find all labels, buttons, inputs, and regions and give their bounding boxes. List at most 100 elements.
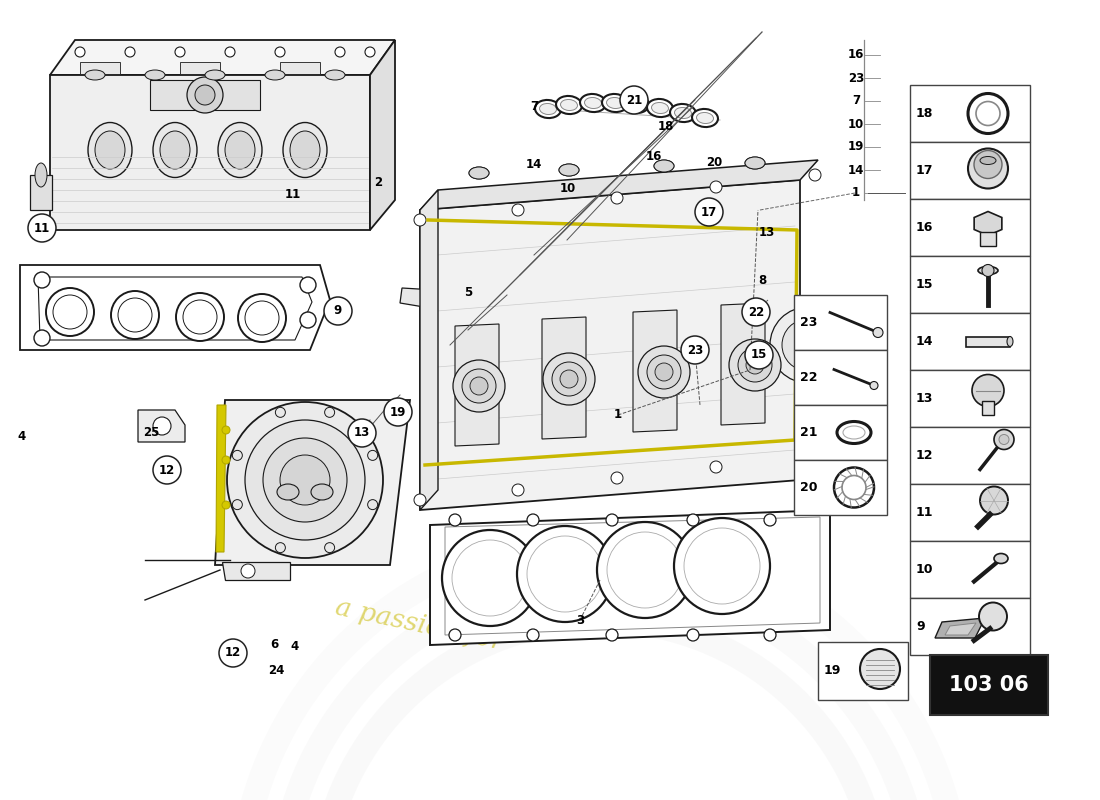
Text: 16: 16 <box>916 221 934 234</box>
Ellipse shape <box>277 484 299 500</box>
Text: 23: 23 <box>848 71 865 85</box>
Circle shape <box>470 377 488 395</box>
Bar <box>794 460 887 515</box>
Text: 103 06: 103 06 <box>949 675 1028 695</box>
Circle shape <box>300 277 316 293</box>
Bar <box>910 427 1030 484</box>
Circle shape <box>452 540 528 616</box>
Circle shape <box>808 169 821 181</box>
Circle shape <box>238 294 286 342</box>
Circle shape <box>232 450 242 460</box>
Text: 17: 17 <box>916 164 934 177</box>
Text: 20: 20 <box>800 481 817 494</box>
Bar <box>80 62 120 74</box>
Polygon shape <box>50 40 395 75</box>
Circle shape <box>710 461 722 473</box>
Circle shape <box>610 472 623 484</box>
Circle shape <box>462 369 496 403</box>
Circle shape <box>607 532 683 608</box>
Text: 7: 7 <box>530 101 538 114</box>
Text: 21: 21 <box>626 94 642 106</box>
Circle shape <box>842 475 866 499</box>
Text: 3: 3 <box>576 614 584 626</box>
Text: 13: 13 <box>916 392 934 405</box>
Text: 14: 14 <box>848 163 865 177</box>
Circle shape <box>870 382 878 390</box>
Text: 8: 8 <box>758 274 766 286</box>
Circle shape <box>176 293 224 341</box>
Ellipse shape <box>654 160 674 172</box>
Ellipse shape <box>584 98 602 109</box>
Ellipse shape <box>205 70 225 80</box>
Circle shape <box>994 430 1014 450</box>
Bar <box>966 337 1010 346</box>
Circle shape <box>280 455 330 505</box>
Ellipse shape <box>88 122 132 178</box>
Bar <box>930 655 1048 715</box>
Circle shape <box>153 456 182 484</box>
Circle shape <box>517 526 613 622</box>
Circle shape <box>527 514 539 526</box>
Text: 18: 18 <box>658 121 674 134</box>
Circle shape <box>324 407 334 418</box>
Circle shape <box>873 327 883 338</box>
Ellipse shape <box>837 422 871 443</box>
Ellipse shape <box>218 122 262 178</box>
Ellipse shape <box>559 164 579 176</box>
Circle shape <box>782 319 834 371</box>
Ellipse shape <box>35 163 47 187</box>
Circle shape <box>684 528 760 604</box>
Text: 9: 9 <box>334 305 342 318</box>
Text: 10: 10 <box>848 118 865 130</box>
Ellipse shape <box>283 122 327 178</box>
Ellipse shape <box>559 164 579 176</box>
Bar <box>910 199 1030 256</box>
Circle shape <box>118 298 152 332</box>
Circle shape <box>367 450 377 460</box>
Text: 15: 15 <box>751 349 767 362</box>
Text: 19: 19 <box>848 141 865 154</box>
Text: 6: 6 <box>270 638 278 651</box>
Ellipse shape <box>627 98 645 110</box>
Circle shape <box>442 530 538 626</box>
Text: 9: 9 <box>916 620 925 633</box>
Ellipse shape <box>265 70 285 80</box>
Ellipse shape <box>745 157 764 169</box>
Text: 13: 13 <box>759 226 775 239</box>
Text: 12: 12 <box>224 646 241 659</box>
Text: 19: 19 <box>824 665 842 678</box>
Circle shape <box>674 518 770 614</box>
Text: 25: 25 <box>143 426 160 438</box>
Circle shape <box>808 449 821 461</box>
Circle shape <box>222 456 230 464</box>
Circle shape <box>275 542 285 553</box>
Circle shape <box>606 514 618 526</box>
Ellipse shape <box>469 167 490 179</box>
Ellipse shape <box>290 131 320 169</box>
Polygon shape <box>138 410 185 442</box>
Ellipse shape <box>602 94 628 112</box>
Circle shape <box>638 346 690 398</box>
Circle shape <box>46 288 94 336</box>
Polygon shape <box>150 80 260 110</box>
Circle shape <box>226 47 235 57</box>
Text: 5: 5 <box>464 286 472 299</box>
Bar <box>910 541 1030 598</box>
Ellipse shape <box>561 99 578 110</box>
Text: 15: 15 <box>916 278 934 291</box>
Ellipse shape <box>226 131 255 169</box>
Circle shape <box>187 77 223 113</box>
Bar <box>910 256 1030 313</box>
Circle shape <box>974 150 1002 178</box>
Text: 14: 14 <box>526 158 542 171</box>
Circle shape <box>746 356 764 374</box>
Circle shape <box>275 47 285 57</box>
Bar <box>910 484 1030 541</box>
Circle shape <box>982 265 994 277</box>
Text: 24: 24 <box>267 663 284 677</box>
Circle shape <box>263 438 346 522</box>
Bar <box>280 62 320 74</box>
Circle shape <box>688 514 698 526</box>
Ellipse shape <box>843 426 865 439</box>
Text: 20: 20 <box>706 157 722 170</box>
